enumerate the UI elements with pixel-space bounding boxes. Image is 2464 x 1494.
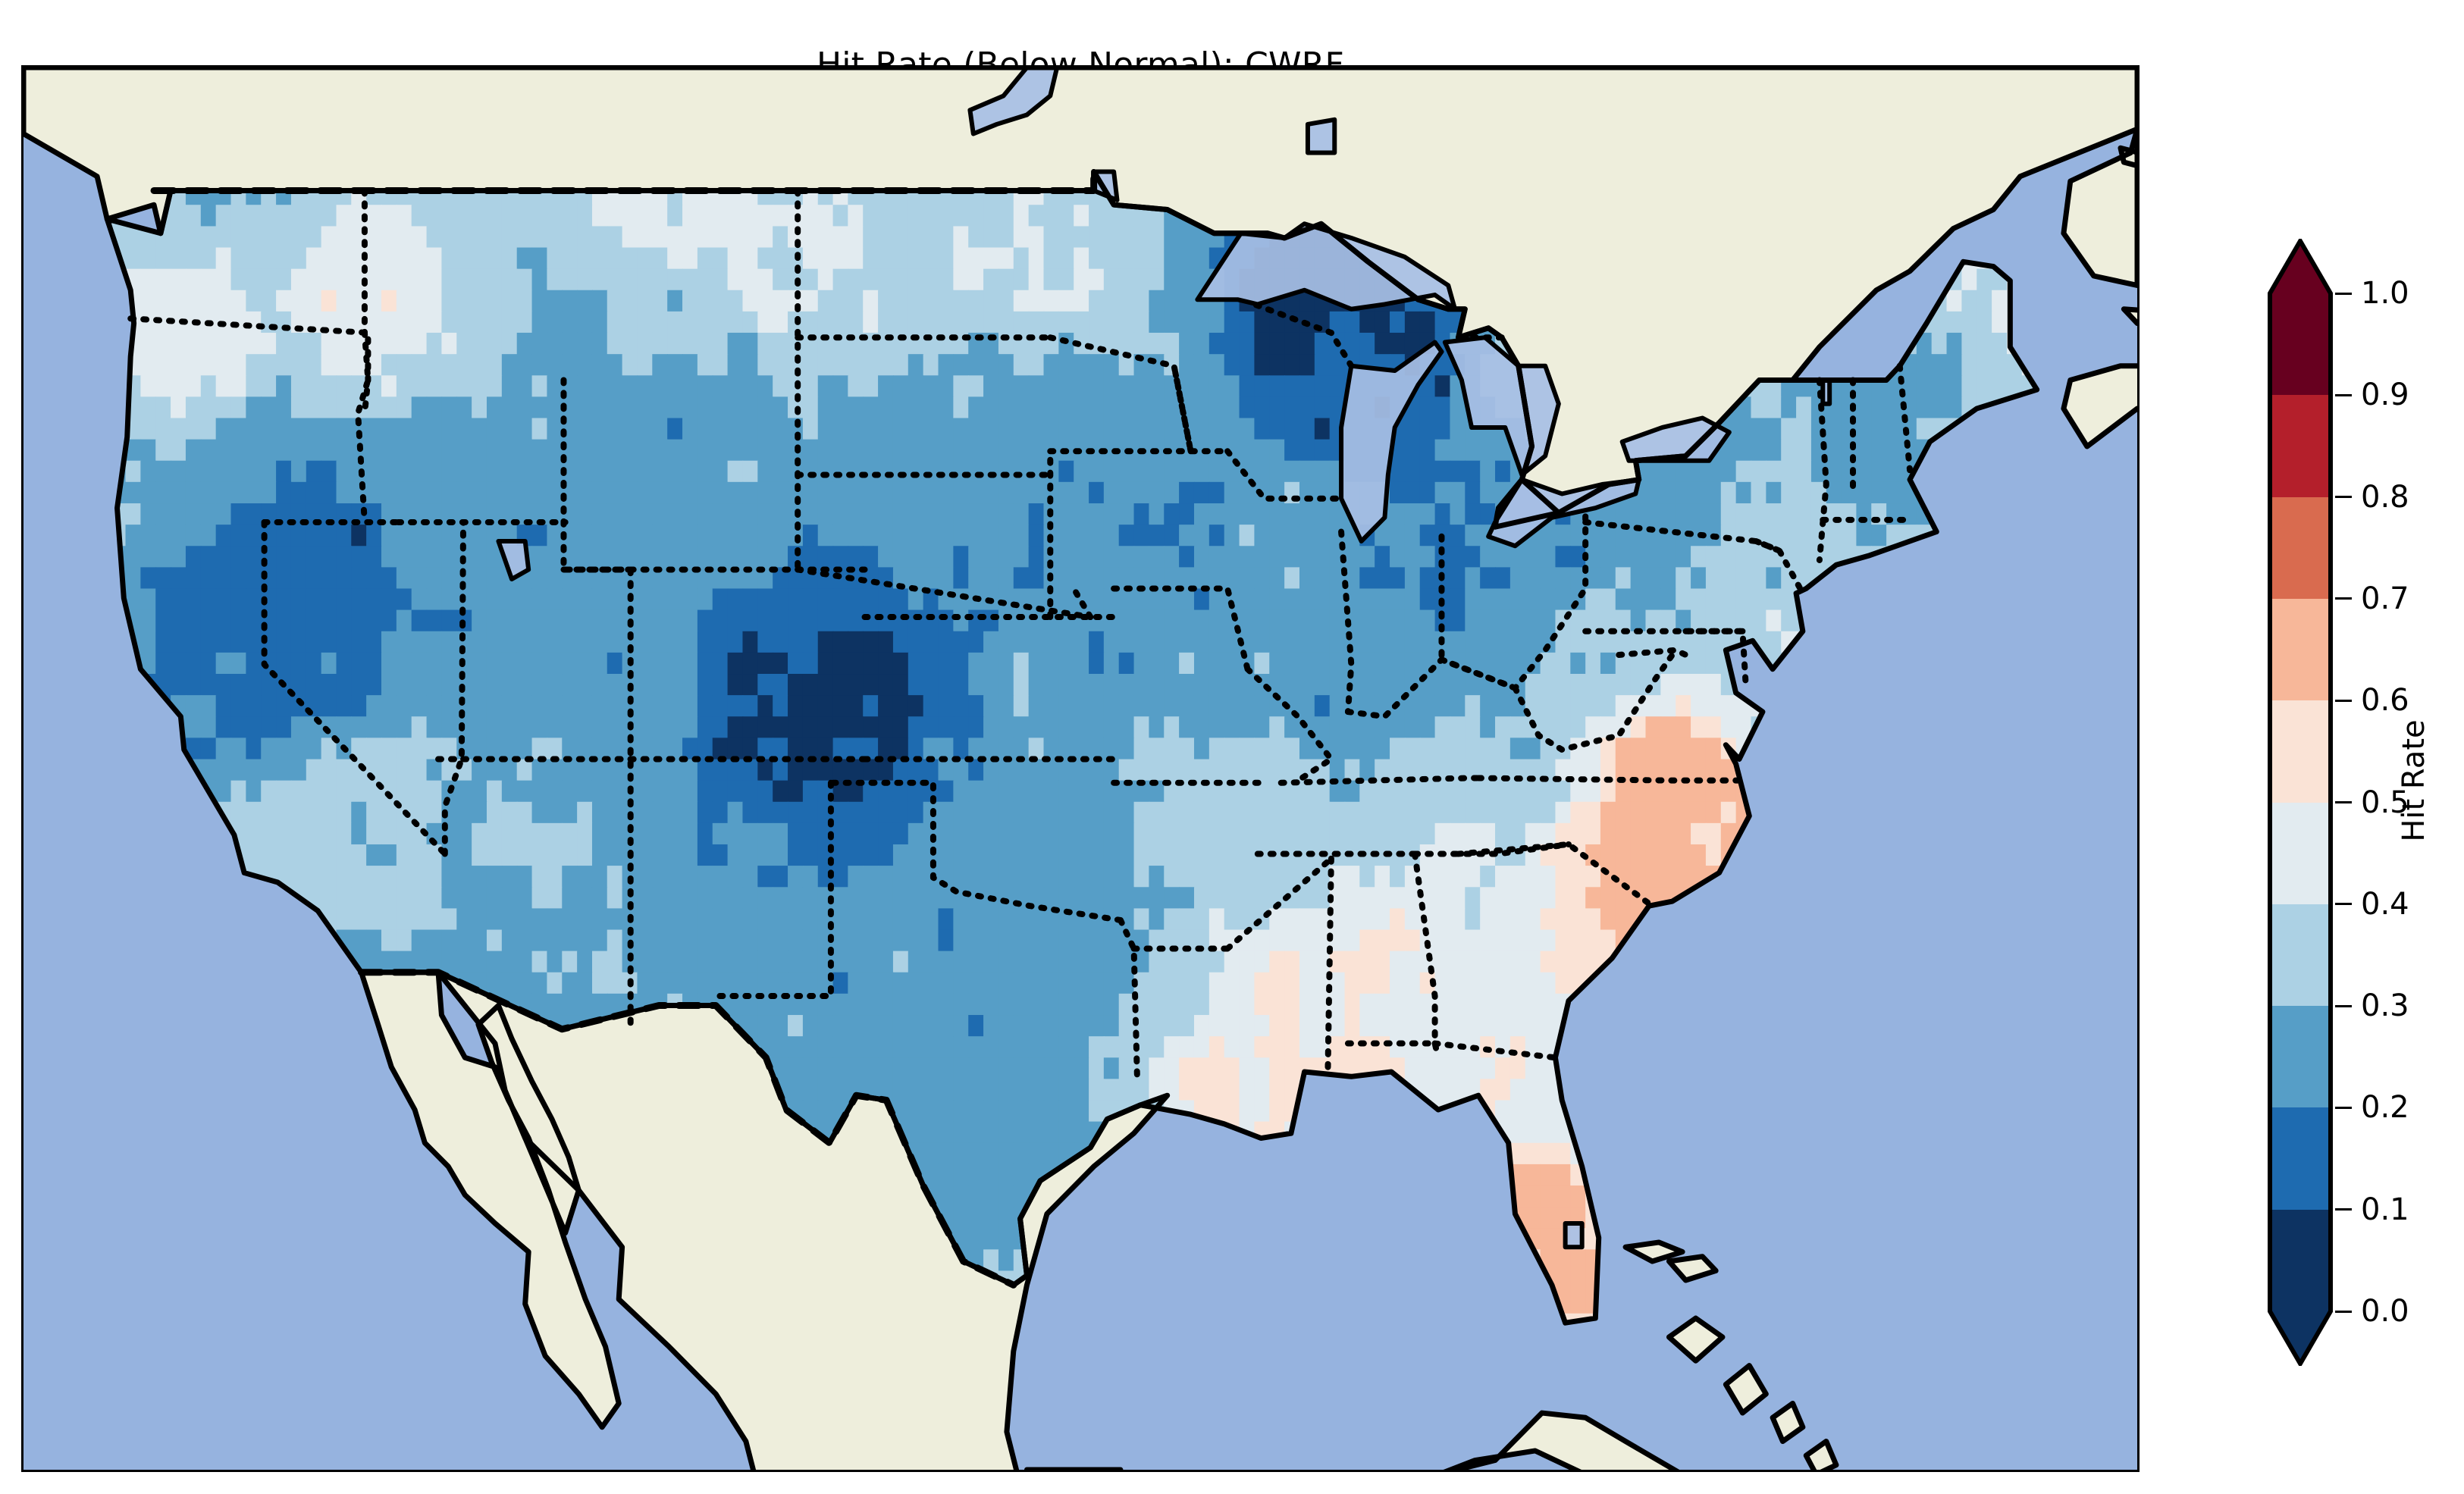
colorbar-tick-label: 0.9 [2361, 377, 2409, 413]
lake-winnipeg [970, 67, 1058, 134]
colorbar-tick-label: 0.1 [2361, 1192, 2409, 1227]
state-border [1071, 585, 1094, 621]
coastline [1195, 221, 1458, 312]
coastline [496, 538, 531, 582]
state-border [358, 969, 1017, 1289]
colorbar-tick-label: 0.6 [2361, 683, 2409, 719]
state-border [560, 377, 634, 1032]
state-border [1512, 647, 1679, 753]
land-polygon [361, 972, 619, 1427]
state-border [1753, 537, 1806, 597]
coastline [2118, 145, 2137, 169]
state-border [1277, 775, 1481, 786]
state-border [1171, 362, 1194, 455]
land-polygon [24, 67, 2137, 513]
colorbar-axis-label: Hit Rate [2397, 719, 2431, 842]
coastline [1666, 1254, 1719, 1283]
coastline [1723, 1363, 1769, 1416]
coastline [1339, 340, 1444, 543]
coastline [967, 67, 1060, 136]
colorbar-tick-mark [2335, 699, 2352, 702]
coastline [1563, 1220, 1585, 1250]
colorbar-tick-mark [2335, 801, 2352, 803]
state-border [1111, 585, 1251, 672]
colorbar-tick-label: 0.4 [2361, 886, 2409, 922]
lake-okeechobee [1565, 1223, 1582, 1248]
lake-nipigon [1307, 119, 1335, 153]
state-border [1896, 362, 1914, 474]
state-border [1438, 656, 1519, 691]
map-canvas [24, 67, 2137, 1470]
state-border [1251, 301, 1355, 369]
map-axes[interactable] [21, 65, 2140, 1472]
state-border [1244, 666, 1334, 786]
lake-ontario [1622, 418, 1729, 461]
colorbar-tick-label: 0.8 [2361, 479, 2409, 515]
state-border [1816, 377, 1829, 563]
colorbar-tick-mark [2335, 597, 2352, 600]
state-border [1224, 855, 1334, 952]
land-polygon [438, 972, 1168, 1470]
state-border [1431, 1040, 1559, 1061]
state-border [1616, 647, 1689, 658]
colorbar-ticks: 1.0 0.9 0.8 0.7 0.6 0.5 0.4 0.3 0.2 0.1 0.0 [2265, 227, 2462, 1334]
coastline [2121, 306, 2137, 327]
coastline [1820, 377, 1832, 406]
colorbar-tick-label: 0.7 [2361, 581, 2409, 616]
colorbar-tick-mark [2335, 496, 2352, 499]
state-border [441, 518, 467, 857]
colorbar-tick-label: 0.3 [2361, 988, 2409, 1024]
coastline [359, 969, 622, 1430]
coastline [1666, 1315, 1726, 1364]
lake-gsl [498, 540, 529, 580]
colorbar-tick-label: 1.0 [2361, 276, 2409, 311]
colorbar-tick-label: 0.5 [2361, 785, 2409, 820]
colorbar-tick-mark [2335, 292, 2352, 295]
coastline [1305, 117, 1337, 155]
state-border [829, 779, 1124, 923]
colorbar-tick-mark [2335, 903, 2352, 906]
colorbar-tick-label: 0.0 [2361, 1294, 2409, 1329]
colorbar-tick-mark [2335, 1106, 2352, 1109]
coastline [1443, 1410, 1680, 1470]
lake-superior [1197, 224, 1456, 309]
coastline [1622, 1239, 1685, 1264]
land-polygon [1450, 1413, 1675, 1470]
colorbar-tick-label: 0.2 [2361, 1090, 2409, 1126]
state-border [1324, 855, 1334, 1075]
coastline [1770, 1400, 1806, 1445]
state-border [1412, 850, 1441, 1061]
colorbar-tick-mark [2335, 1004, 2352, 1007]
boundaries-layer [24, 67, 2137, 1470]
state-border [1344, 656, 1445, 720]
state-border [1475, 775, 1743, 784]
coastline [1442, 335, 1561, 478]
colorbar[interactable]: 1.0 0.9 0.8 0.7 0.6 0.5 0.4 0.3 0.2 0.1 0.0 Hit Ra… [2265, 227, 2462, 1366]
state-border [1412, 841, 1572, 857]
land-polygon [2063, 365, 2137, 446]
state-border [261, 518, 448, 857]
coastline [2061, 363, 2137, 449]
coastline [1803, 1439, 1839, 1470]
state-border [355, 187, 371, 525]
land-layer [24, 67, 2137, 1470]
state-border [795, 566, 1094, 621]
colorbar-tick-mark [2335, 1310, 2352, 1313]
state-border [1455, 841, 1656, 910]
colorbar-tick-mark [2335, 1208, 2352, 1211]
coastline [1486, 477, 1641, 549]
coastline [1619, 415, 1732, 463]
state-border [1338, 528, 1355, 716]
colorbar-tick-mark [2335, 393, 2352, 396]
state-border [1682, 628, 1749, 691]
